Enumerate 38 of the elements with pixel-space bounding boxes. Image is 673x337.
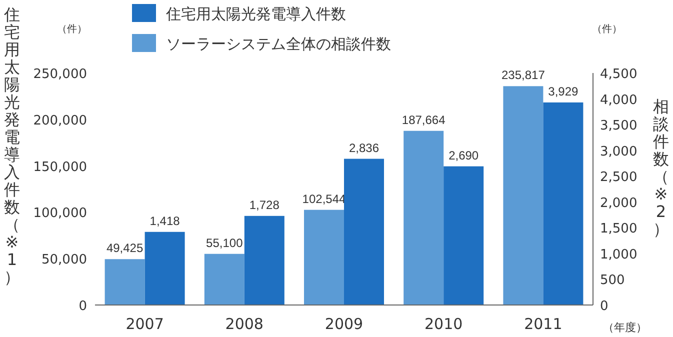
x-tick-label: 2007 xyxy=(126,315,164,333)
y2-tick-label: 4,000 xyxy=(600,92,638,108)
x-tick-label: 2008 xyxy=(225,315,264,333)
y-tick-label: 250,000 xyxy=(33,67,87,82)
y-axis-title: 住宅用太陽光発電導入件数（※1） xyxy=(4,5,20,286)
y-tick-label: 150,000 xyxy=(33,160,87,175)
y2-tick-label: 3,500 xyxy=(600,118,638,134)
y2-tick-label: 3,000 xyxy=(600,144,638,160)
y2-tick-label: 500 xyxy=(600,273,625,288)
y2-tick-label: 1,500 xyxy=(600,222,638,237)
data-label: 55,100 xyxy=(206,236,244,250)
data-label: 1,728 xyxy=(249,198,280,212)
data-label: 102,544 xyxy=(302,192,346,206)
y-tick-label: 50,000 xyxy=(42,252,87,268)
y2-tick-label: 2,500 xyxy=(600,170,638,186)
legend-label: 住宅用太陽光発電導入件数 xyxy=(165,5,346,23)
data-label: 49,425 xyxy=(106,241,144,256)
y-tick-label: 200,000 xyxy=(33,113,87,128)
y2-tick-label: 1,000 xyxy=(600,247,638,262)
y-tick-label: 100,000 xyxy=(33,206,87,222)
data-label: 3,929 xyxy=(548,84,579,98)
legend-label: ソーラーシステム全体の相談件数 xyxy=(166,35,391,53)
text: （件） xyxy=(57,24,87,35)
y-tick-label: 0 xyxy=(78,299,87,314)
text: （件） xyxy=(592,24,622,35)
data-label: 2,690 xyxy=(448,148,479,162)
x-tick-label: 2011 xyxy=(524,315,562,333)
data-label: 235,817 xyxy=(502,68,546,82)
y2-tick-label: 0 xyxy=(600,299,608,314)
y2-tick-label: 4,500 xyxy=(600,67,638,82)
y2-tick-label: 2,000 xyxy=(600,196,638,211)
x-tick-label: 2010 xyxy=(424,315,463,333)
x-axis-title: （年度） xyxy=(603,321,647,334)
x-tick-label: 2009 xyxy=(324,315,364,333)
data-label: 2,836 xyxy=(348,140,380,155)
data-label: 1,418 xyxy=(150,214,180,228)
data-label: 187,664 xyxy=(402,112,446,127)
y2-axis-title: 相談件数（※2） xyxy=(653,97,669,238)
